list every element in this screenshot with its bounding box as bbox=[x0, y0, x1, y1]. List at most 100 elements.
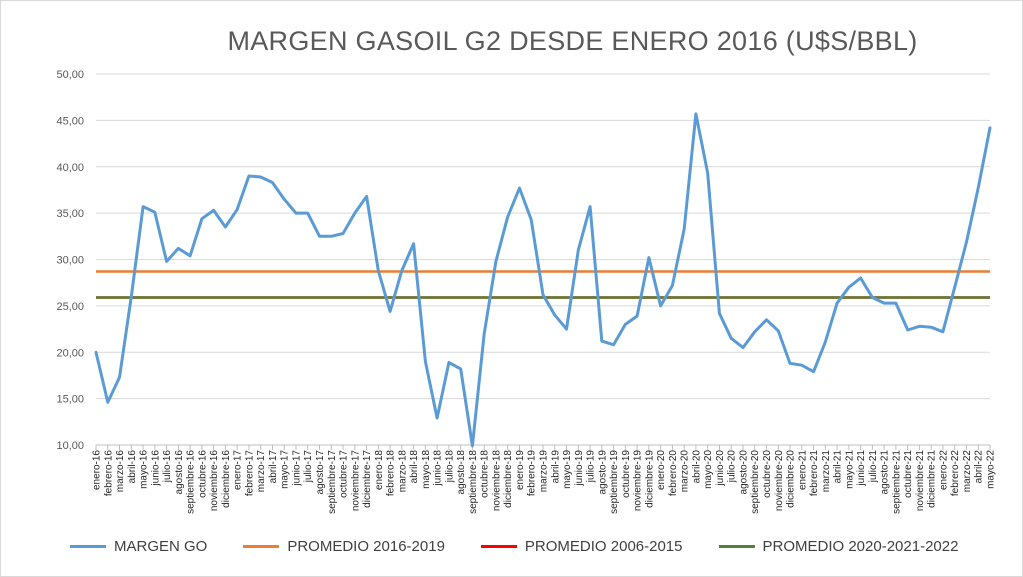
x-tick-label: octubre-18 bbox=[480, 450, 491, 498]
x-tick-label: diciembre-20 bbox=[786, 450, 797, 508]
x-tick-label: octubre-19 bbox=[621, 450, 632, 498]
x-tick-label: agosto-19 bbox=[597, 450, 608, 495]
x-tick-label: enero-16 bbox=[92, 450, 103, 490]
y-axis-ticks: 10,00 15,00 20,00 25,00 30,00 35,00 40,00 45,00… bbox=[56, 69, 84, 452]
x-axis-ticks: enero-16 febrero-16 marzo-16 abril-16 mayo-1… bbox=[92, 445, 997, 514]
x-tick-label: diciembre-21 bbox=[927, 450, 938, 508]
y-tick-label: 10,00 bbox=[56, 440, 84, 452]
x-tick-label: mayo-21 bbox=[844, 450, 855, 489]
x-tick-label: marzo-17 bbox=[256, 450, 267, 493]
x-tick-label: junio-19 bbox=[574, 450, 585, 487]
x-tick-label: febrero-17 bbox=[244, 450, 255, 497]
y-tick-label: 45,00 bbox=[56, 115, 84, 127]
series-lines bbox=[94, 112, 992, 448]
x-tick-label: noviembre-20 bbox=[774, 450, 785, 512]
x-tick-label: abril-16 bbox=[127, 450, 138, 484]
x-tick-label: junio-21 bbox=[856, 450, 867, 487]
x-tick-label: noviembre-18 bbox=[491, 450, 502, 512]
x-tick-label: octubre-20 bbox=[762, 450, 773, 498]
x-tick-label: septiembre-20 bbox=[750, 450, 761, 514]
x-tick-label: septiembre-19 bbox=[609, 450, 620, 514]
legend-swatch-promedio-2006-2015 bbox=[480, 544, 517, 548]
x-tick-label: agosto-20 bbox=[738, 450, 749, 495]
x-tick-label: junio-20 bbox=[715, 450, 726, 487]
legend-item-promedio-2006-2015: PROMEDIO 2006-2015 bbox=[480, 537, 683, 555]
x-tick-label: junio-18 bbox=[433, 450, 444, 487]
x-tick-label: febrero-19 bbox=[527, 450, 538, 497]
x-tick-label: mayo-20 bbox=[703, 450, 714, 489]
x-tick-label: mayo-18 bbox=[421, 450, 432, 489]
x-tick-label: marzo-21 bbox=[821, 450, 832, 493]
x-tick-label: abril-17 bbox=[268, 450, 279, 484]
x-tick-label: marzo-18 bbox=[397, 450, 408, 493]
x-tick-label: marzo-20 bbox=[680, 450, 691, 493]
x-tick-label: febrero-22 bbox=[950, 450, 961, 497]
chart-title: MARGEN GASOIL G2 DESDE ENERO 2016 (U$S/B… bbox=[227, 26, 918, 56]
x-tick-label: agosto-16 bbox=[174, 450, 185, 495]
y-tick-label: 35,00 bbox=[56, 208, 84, 220]
y-tick-label: 30,00 bbox=[56, 255, 84, 267]
x-tick-label: febrero-18 bbox=[386, 450, 397, 497]
x-tick-label: septiembre-21 bbox=[891, 450, 902, 514]
x-tick-label: enero-18 bbox=[374, 450, 385, 490]
x-tick-label: julio-17 bbox=[303, 450, 314, 484]
legend-label-promedio-2020-2022: PROMEDIO 2020-2021-2022 bbox=[762, 537, 959, 555]
x-tick-label: noviembre-16 bbox=[209, 450, 220, 512]
x-tick-label: diciembre-17 bbox=[362, 450, 373, 508]
x-tick-label: agosto-17 bbox=[315, 450, 326, 495]
x-tick-label: enero-20 bbox=[656, 450, 667, 490]
x-tick-label: diciembre-18 bbox=[503, 450, 514, 508]
legend-item-promedio-2016-2019: PROMEDIO 2016-2019 bbox=[243, 538, 445, 555]
x-tick-label: diciembre-16 bbox=[221, 450, 232, 508]
gridlines bbox=[96, 73, 990, 446]
x-tick-label: octubre-17 bbox=[339, 450, 350, 498]
x-tick-label: agosto-18 bbox=[456, 450, 467, 495]
x-tick-label: julio-20 bbox=[727, 450, 738, 484]
x-tick-label: julio-19 bbox=[586, 450, 597, 484]
y-tick-label: 15,00 bbox=[56, 394, 84, 406]
x-tick-label: enero-17 bbox=[233, 450, 244, 490]
legend-item-margen-go: MARGEN GO bbox=[70, 538, 207, 555]
x-tick-label: julio-21 bbox=[868, 450, 879, 484]
x-tick-label: julio-16 bbox=[162, 450, 173, 484]
x-tick-label: enero-22 bbox=[938, 450, 949, 490]
legend-label-promedio-2016-2019: PROMEDIO 2016-2019 bbox=[287, 537, 445, 555]
legend-item-promedio-2020-2022: PROMEDIO 2020-2021-2022 bbox=[718, 537, 959, 555]
x-tick-label: abril-19 bbox=[550, 450, 561, 484]
x-tick-label: febrero-20 bbox=[668, 450, 679, 497]
x-tick-label: septiembre-16 bbox=[186, 450, 197, 514]
y-tick-label: 40,00 bbox=[56, 162, 84, 174]
x-tick-label: enero-19 bbox=[515, 450, 526, 490]
series-line-margen-go bbox=[94, 112, 992, 448]
x-tick-label: diciembre-19 bbox=[644, 450, 655, 508]
x-tick-label: marzo-22 bbox=[962, 450, 973, 493]
x-tick-label: mayo-19 bbox=[562, 450, 573, 489]
x-tick-label: abril-20 bbox=[691, 450, 702, 484]
legend-swatch-margen-go bbox=[70, 544, 106, 548]
x-tick-label: agosto-21 bbox=[880, 450, 891, 495]
x-tick-label: septiembre-18 bbox=[468, 450, 479, 514]
x-tick-label: mayo-22 bbox=[986, 450, 997, 489]
x-tick-label: noviembre-19 bbox=[633, 450, 644, 512]
x-tick-label: noviembre-21 bbox=[915, 450, 926, 512]
legend-label-promedio-2006-2015: PROMEDIO 2006-2015 bbox=[524, 537, 683, 555]
y-tick-label: 50,00 bbox=[56, 69, 84, 81]
x-tick-label: marzo-19 bbox=[539, 450, 550, 493]
x-tick-label: octubre-16 bbox=[197, 450, 208, 498]
x-tick-label: junio-16 bbox=[150, 450, 161, 487]
x-tick-label: febrero-16 bbox=[103, 450, 114, 497]
legend: MARGEN GO PROMEDIO 2016-2019 PROMEDIO 20… bbox=[70, 536, 994, 556]
x-tick-label: febrero-21 bbox=[809, 450, 820, 497]
y-tick-label: 20,00 bbox=[56, 347, 84, 359]
x-tick-label: noviembre-17 bbox=[350, 450, 361, 512]
y-tick-label: 25,00 bbox=[56, 301, 84, 313]
legend-swatch-promedio-2020-2022 bbox=[718, 544, 755, 548]
x-tick-label: abril-22 bbox=[974, 450, 985, 484]
x-tick-label: mayo-17 bbox=[280, 450, 291, 489]
legend-swatch-promedio-2016-2019 bbox=[243, 544, 280, 548]
legend-label-margen-go: MARGEN GO bbox=[114, 537, 208, 555]
x-tick-label: octubre-21 bbox=[903, 450, 914, 498]
x-tick-label: abril-18 bbox=[409, 450, 420, 484]
